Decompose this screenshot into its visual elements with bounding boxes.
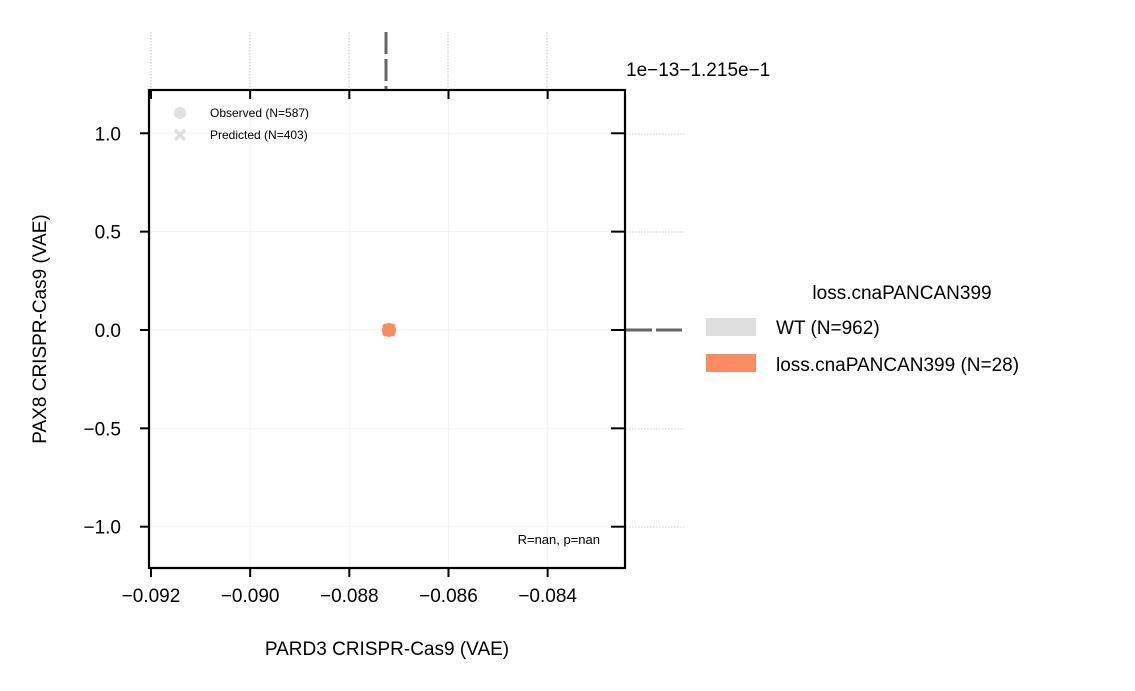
hue-legend-wt-swatch	[706, 318, 756, 336]
data-point-predicted	[382, 323, 396, 337]
correlation-annotation: R=nan, p=nan	[518, 532, 600, 547]
legend-predicted-label: Predicted (N=403)	[210, 128, 308, 142]
legend-predicted-marker	[173, 128, 187, 142]
hue-legend-title: loss.cnaPANCAN399	[812, 283, 991, 304]
y-tick-label: −0.5	[83, 419, 121, 440]
y-axis-label: PAX8 CRISPR-Cas9 (VAE)	[30, 214, 51, 443]
x-tick-label: −0.092	[122, 586, 181, 607]
y-tick-label: −1.0	[83, 518, 121, 539]
legend-observed-label: Observed (N=587)	[210, 106, 309, 120]
y-tick-label: 1.0	[95, 124, 121, 145]
legend-observed-marker	[174, 107, 186, 119]
x-tick-label: −0.088	[320, 586, 379, 607]
x-axis-label: PARD3 CRISPR-Cas9 (VAE)	[265, 639, 509, 660]
main-plot-area: −0.092 −0.090 −0.088 −0.086 −0.084 1.0 0.5 0.0 −…	[83, 88, 627, 607]
right-marginal	[626, 133, 684, 528]
hue-legend-loss-swatch	[706, 354, 756, 372]
offset-text: 1e−13−1.215e−1	[626, 60, 770, 81]
y-tick-label: 0.0	[95, 321, 121, 342]
x-tick-label: −0.084	[518, 586, 577, 607]
top-marginal	[150, 32, 548, 90]
hue-legend-wt-label: WT (N=962)	[776, 318, 880, 339]
marker-legend: Observed (N=587) Predicted (N=403)	[173, 106, 309, 142]
x-tick-label: −0.086	[419, 586, 478, 607]
y-tick-label: 0.5	[95, 223, 121, 244]
hue-legend-loss-label: loss.cnaPANCAN399 (N=28)	[776, 355, 1019, 376]
x-tick-label: −0.090	[221, 586, 280, 607]
hue-legend: loss.cnaPANCAN399 WT (N=962) loss.cnaPAN…	[706, 283, 1019, 376]
